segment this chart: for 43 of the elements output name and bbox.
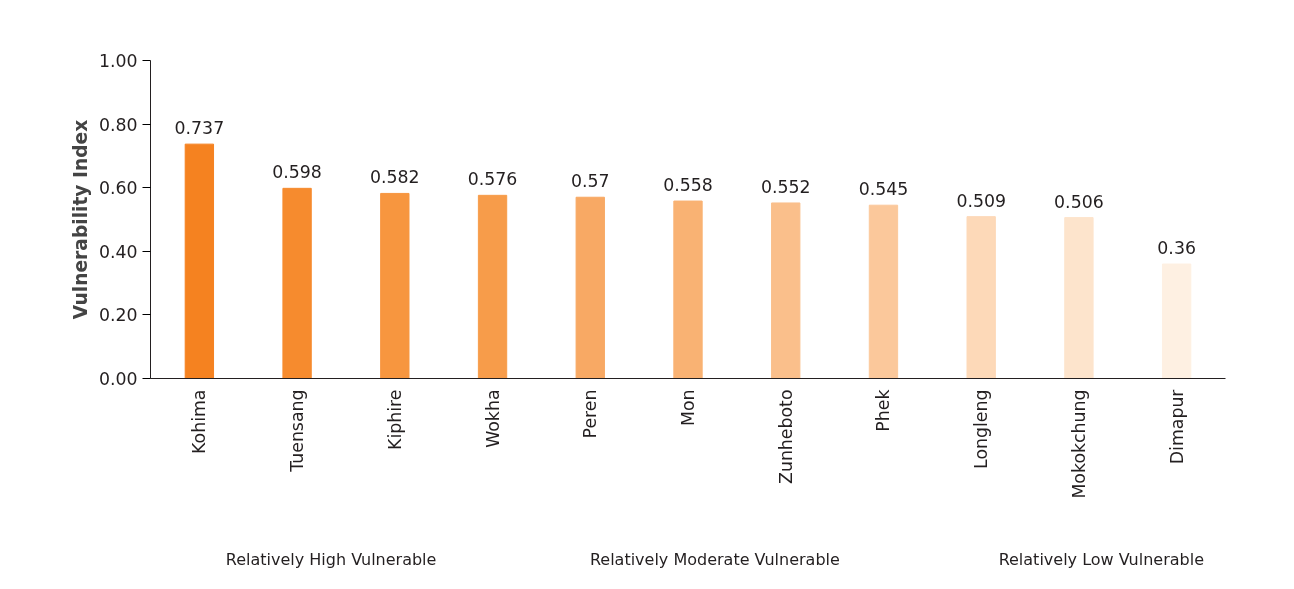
data-label: 0.737: [174, 118, 225, 139]
bar: [1064, 217, 1094, 379]
data-label: 0.552: [760, 176, 811, 197]
data-label: 0.545: [858, 179, 909, 200]
bar: [477, 194, 508, 379]
y-axis-title: Vulnerability Index: [69, 119, 91, 320]
y-tick-label: 0.20: [98, 305, 138, 326]
data-label: 0.36: [1157, 238, 1196, 259]
x-tick-label: Wokha: [482, 389, 503, 448]
x-tick-label: Peren: [580, 389, 601, 439]
y-tick-label: 0.80: [98, 114, 138, 135]
bar: [1161, 263, 1192, 379]
bar: [184, 143, 215, 379]
data-label: 0.57: [570, 171, 610, 192]
data-label: 0.576: [467, 169, 518, 190]
bar: [966, 216, 996, 379]
bar: [575, 196, 605, 379]
y-tick-label: 0.40: [98, 241, 138, 262]
text: Relatively Low Vulnerable: [998, 550, 1204, 569]
y-tick-label: 1.00: [98, 51, 138, 71]
data-label: 0.509: [956, 190, 1006, 211]
y-tick-label: 0.00: [98, 369, 138, 389]
x-tick-label: Tuensang: [287, 389, 308, 473]
x-tick-label: Kohima: [189, 389, 210, 454]
x-tick-label: Longleng: [971, 389, 992, 469]
x-tick-label: Kiphire: [384, 389, 405, 450]
text: Relatively Moderate Vulnerable: [589, 550, 840, 569]
bar: [868, 204, 899, 379]
data-label: 0.582: [370, 167, 420, 188]
bar: [380, 192, 410, 379]
data-label: 0.558: [663, 175, 713, 196]
x-tick-label: Zunheboto: [775, 389, 796, 484]
bar: [282, 187, 312, 379]
bar: [673, 200, 703, 379]
data-label: 0.506: [1054, 191, 1104, 212]
x-tick-label: Mon: [678, 389, 698, 427]
y-tick-label: 0.60: [98, 178, 138, 199]
x-tick-label: Phek: [873, 389, 894, 432]
bar: [771, 202, 801, 379]
text: Relatively High Vulnerable: [225, 550, 437, 569]
x-tick-label: Mokokchung: [1068, 389, 1089, 499]
x-tick-label: Dimapur: [1166, 388, 1187, 465]
data-label: 0.598: [272, 162, 322, 183]
